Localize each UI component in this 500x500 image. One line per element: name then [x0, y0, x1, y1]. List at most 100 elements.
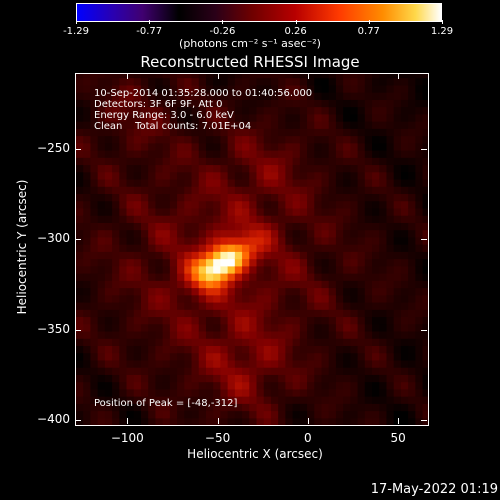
heatmap-cell — [148, 74, 157, 79]
heatmap-cell — [307, 178, 315, 187]
heatmap-cell — [140, 244, 149, 252]
heatmap-cell — [343, 352, 351, 361]
heatmap-cell — [213, 106, 222, 115]
heatmap-cell — [314, 171, 323, 180]
heatmap-cell — [97, 367, 106, 375]
heatmap-cell — [126, 396, 135, 404]
heatmap-cell — [198, 164, 207, 173]
heatmap-cell — [372, 84, 380, 93]
heatmap-cell — [169, 273, 178, 281]
heatmap-cell — [177, 294, 185, 303]
heatmap-cell — [364, 77, 373, 86]
heatmap-cell — [148, 200, 157, 209]
heatmap-cell — [357, 236, 366, 245]
heatmap-cell — [234, 84, 243, 93]
heatmap-cell — [408, 352, 416, 361]
heatmap-cell — [162, 258, 171, 267]
heatmap-cell — [393, 229, 402, 238]
heatmap-cell — [155, 338, 164, 346]
heatmap-cell — [76, 287, 84, 296]
heatmap-cell — [191, 92, 200, 100]
heatmap-cell — [386, 251, 395, 260]
heatmap-cell — [415, 74, 424, 79]
heatmap-cell — [112, 417, 120, 425]
heatmap-cell — [422, 244, 428, 252]
heatmap-cell — [379, 381, 388, 390]
heatmap-cell — [263, 396, 272, 404]
heatmap-cell — [198, 171, 207, 180]
heatmap-cell — [314, 301, 323, 310]
x-tick-mark-top — [217, 73, 219, 79]
heatmap-cell — [263, 309, 272, 318]
heatmap-cell — [321, 280, 330, 289]
heatmap-cell — [242, 374, 250, 383]
heatmap-cell — [307, 229, 315, 238]
heatmap-cell — [112, 149, 120, 158]
heatmap-cell — [184, 374, 193, 383]
heatmap-cell — [220, 84, 229, 93]
heatmap-cell — [270, 121, 279, 129]
heatmap-cell — [393, 403, 402, 412]
heatmap-cell — [242, 352, 250, 361]
heatmap-cell — [104, 381, 113, 390]
heatmap-cell — [386, 316, 395, 325]
heatmap-cell — [220, 330, 229, 339]
heatmap-cell — [249, 135, 258, 144]
heatmap-cell — [126, 251, 135, 260]
heatmap-cell — [350, 294, 359, 303]
heatmap-cell — [343, 193, 351, 202]
heatmap-cell — [372, 338, 380, 346]
y-tick-label: −250 — [37, 140, 70, 155]
heatmap-cell — [242, 309, 250, 318]
heatmap-cell — [133, 193, 142, 202]
heatmap-cell — [234, 121, 243, 129]
heatmap-cell — [234, 193, 243, 202]
heatmap-cell — [307, 222, 315, 231]
heatmap-cell — [83, 316, 92, 325]
heatmap-cell — [220, 244, 229, 252]
heatmap-cell — [104, 149, 113, 158]
heatmap-cell — [83, 84, 92, 93]
heatmap-cell — [278, 142, 286, 151]
heatmap-cell — [256, 106, 265, 115]
x-tick-label: 0 — [304, 431, 312, 445]
heatmap-cell — [227, 229, 236, 238]
heatmap-cell — [177, 417, 185, 425]
heatmap-cell — [169, 367, 178, 375]
heatmap-cell — [119, 251, 128, 260]
heatmap-cell — [278, 74, 286, 79]
heatmap-cell — [256, 265, 265, 274]
heatmap-cell — [213, 338, 222, 346]
heatmap-cell — [112, 74, 120, 79]
heatmap-cell — [227, 352, 236, 361]
heatmap-cell — [83, 215, 92, 223]
heatmap-cell — [140, 84, 149, 93]
heatmap-cell — [343, 417, 351, 425]
heatmap-cell — [119, 164, 128, 173]
heatmap-cell — [314, 207, 323, 216]
heatmap-cell — [220, 149, 229, 158]
heatmap-cell — [408, 417, 416, 425]
heatmap-cell — [372, 309, 380, 318]
heatmap-cell — [278, 106, 286, 115]
heatmap-cell — [256, 193, 265, 202]
heatmap-cell — [292, 186, 301, 195]
heatmap-cell — [422, 287, 428, 296]
info-block: 10-Sep-2014 01:35:28.000 to 01:40:56.000… — [94, 88, 312, 132]
heatmap-cell — [379, 121, 388, 129]
heatmap-cell — [314, 121, 323, 129]
heatmap-cell — [372, 396, 380, 404]
heatmap-cell — [335, 287, 344, 296]
heatmap-cell — [263, 258, 272, 267]
heatmap-cell — [90, 142, 99, 151]
heatmap-cell — [148, 99, 157, 108]
heatmap-cell — [422, 301, 428, 310]
heatmap-cell — [357, 222, 366, 231]
heatmap-cell — [184, 403, 193, 412]
heatmap-cell — [400, 265, 409, 274]
heatmap-cell — [292, 280, 301, 289]
heatmap-cell — [220, 258, 229, 267]
heatmap-cell — [314, 84, 323, 93]
heatmap-cell — [97, 338, 106, 346]
heatmap-cell — [408, 374, 416, 383]
